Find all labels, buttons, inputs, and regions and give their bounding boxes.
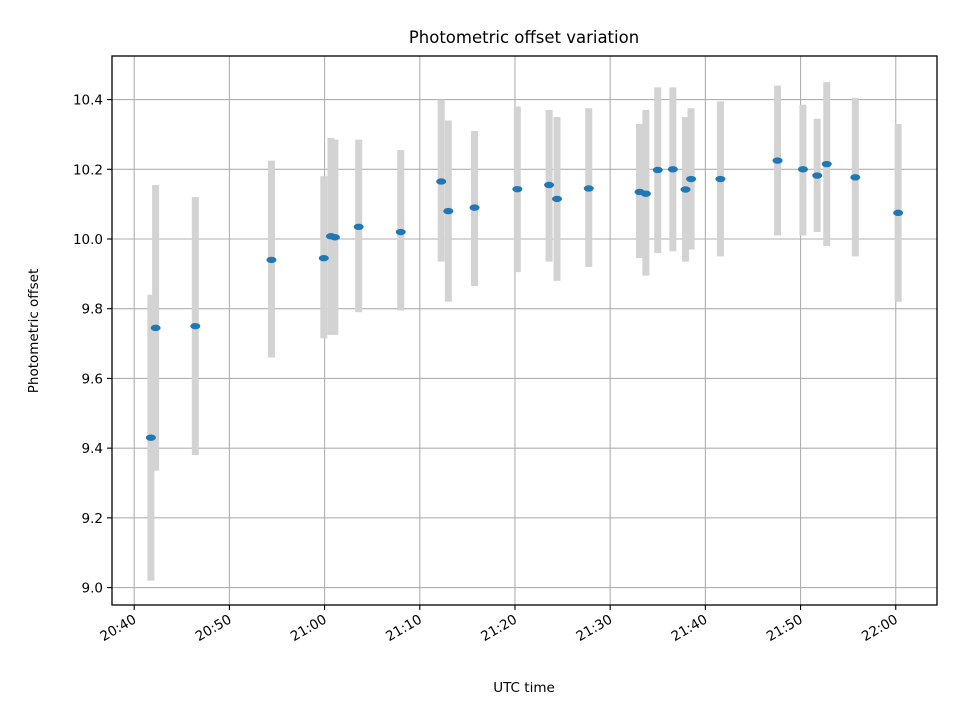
data-point [640, 190, 651, 197]
x-tick-label: 21:30 [573, 612, 615, 645]
x-tick-label: 21:50 [764, 612, 806, 645]
data-point [353, 223, 364, 230]
data-point [552, 195, 563, 203]
data-point [266, 256, 277, 264]
y-axis: 9.0 9.2 9.4 9.6 9.8 10.0 10.2 10.4 [73, 93, 112, 597]
y-tick-label: 9.6 [82, 371, 103, 387]
x-tick-label: 21:00 [288, 612, 330, 645]
y-tick-label: 9.2 [82, 511, 103, 527]
x-tick-label: 20:40 [98, 612, 140, 645]
error-bars [147, 82, 902, 581]
x-tick-label: 22:00 [859, 612, 901, 645]
x-tick-label: 21:40 [669, 612, 711, 645]
data-point [850, 174, 861, 181]
grid-lines [112, 56, 937, 605]
data-point [190, 322, 201, 330]
data-point [893, 209, 904, 217]
data-point [772, 157, 783, 164]
y-tick-label: 10.0 [73, 232, 103, 248]
data-point [512, 185, 523, 193]
x-axis-label: UTC time [493, 680, 555, 696]
y-tick-label: 9.0 [82, 581, 103, 597]
data-point [715, 175, 726, 183]
data-point [686, 175, 697, 183]
y-tick-label: 10.4 [73, 93, 103, 109]
data-point [667, 166, 678, 173]
data-point [395, 228, 406, 236]
data-point [436, 178, 447, 185]
data-point [329, 234, 340, 241]
y-tick-label: 9.8 [82, 302, 103, 318]
data-point [797, 166, 808, 173]
data-point [318, 254, 329, 262]
chart-title: Photometric offset variation [409, 28, 639, 47]
plot-frame [111, 55, 938, 606]
data-point [544, 181, 555, 189]
x-tick-label: 21:20 [478, 612, 520, 645]
x-tick-label: 21:10 [383, 612, 425, 645]
data-points [145, 157, 904, 441]
y-axis-label: Photometric offset [26, 269, 42, 393]
x-axis: 20:40 20:50 21:00 21:10 21:20 21:30 21:40 21:50… [98, 605, 901, 645]
data-point [652, 166, 663, 174]
data-point [821, 160, 832, 168]
x-tick-label: 20:50 [193, 612, 235, 645]
y-tick-label: 10.2 [73, 162, 103, 178]
data-point [145, 434, 156, 441]
data-point [150, 324, 161, 332]
data-point [583, 185, 594, 192]
data-point [469, 204, 480, 211]
data-point [443, 207, 454, 215]
y-tick-label: 9.4 [82, 441, 103, 457]
data-point [680, 186, 691, 193]
data-point [812, 172, 823, 179]
